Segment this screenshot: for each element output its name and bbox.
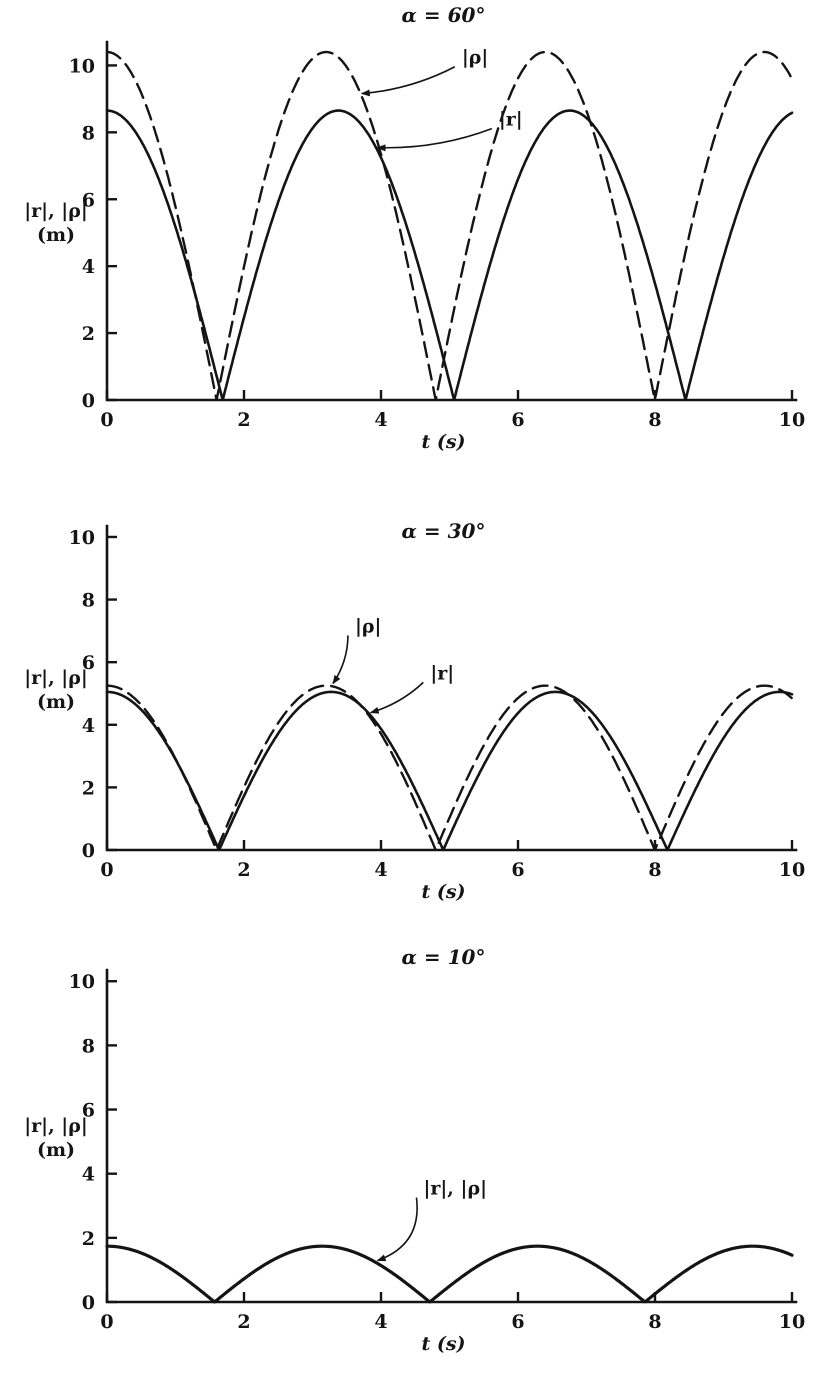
y-tick-label: 6 — [82, 1100, 95, 1122]
annotation-arrow — [369, 681, 424, 714]
x-tick-label: 0 — [100, 409, 113, 431]
x-tick-label: 8 — [648, 1311, 661, 1333]
y-axis-unit: (m) — [37, 1139, 75, 1161]
y-tick-label: 10 — [69, 55, 95, 77]
x-tick-label: 2 — [237, 409, 250, 431]
x-tick-label: 6 — [511, 409, 524, 431]
y-tick-label: 6 — [82, 189, 95, 211]
chart-alpha-30-svg: 0 2 4 6 8 10 0 2 4 6 8 10 α = 30° t (s) |r|, |ρ|(m) |ρ|… — [24, 519, 805, 903]
y-tick-label: 10 — [69, 527, 95, 549]
chart-title: α = 30° — [402, 519, 486, 543]
x-tick-label: 2 — [237, 1311, 250, 1333]
y-tick-label: 2 — [82, 323, 95, 345]
curve-label: |r|, |ρ| — [423, 1178, 487, 1200]
chart-alpha-60: 0 2 4 6 8 10 0 2 4 6 8 10 α = 60° t (s) |r|, |ρ| (m) |ρ|… — [0, 0, 825, 462]
x-tick-label: 8 — [648, 409, 661, 431]
x-tick-label: 0 — [100, 859, 113, 881]
x-tick-label: 4 — [374, 409, 387, 431]
x-tick-label: 6 — [511, 859, 524, 881]
y-tick-label: 0 — [82, 1292, 95, 1314]
y-tick-label: 2 — [82, 777, 95, 799]
x-tick-label: 0 — [100, 1311, 113, 1333]
chart-alpha-30: 0 2 4 6 8 10 0 2 4 6 8 10 α = 30° t (s) |r|, |ρ| (m) |ρ|… — [0, 462, 825, 924]
y-tick-label: 0 — [82, 840, 95, 862]
x-tick-label: 10 — [779, 859, 805, 881]
x-tick-label: 10 — [779, 1311, 805, 1333]
y-tick-label: 6 — [82, 652, 95, 674]
y-tick-label: 4 — [82, 256, 95, 278]
chart-alpha-60-svg: 0 2 4 6 8 10 0 2 4 6 8 10 α = 60° t (s) |r|, |ρ|(m) |ρ|… — [24, 3, 805, 453]
y-tick-label: 4 — [82, 715, 95, 737]
chart-alpha-10: 0 2 4 6 8 10 0 2 4 6 8 10 α = 10° t (s) |r|, |ρ| (m) |r|… — [0, 924, 825, 1386]
curve-label: |ρ| — [462, 47, 488, 69]
x-axis-label: t (s) — [421, 1333, 465, 1355]
annotation-arrow — [376, 127, 493, 152]
x-tick-label: 4 — [374, 859, 387, 881]
series-curve-1 — [105, 109, 794, 401]
y-tick-label: 2 — [82, 1228, 95, 1250]
x-tick-label: 4 — [374, 1311, 387, 1333]
annotation-arrow — [360, 66, 456, 97]
annotation-arrow — [376, 1197, 418, 1262]
x-axis-label: t (s) — [421, 431, 465, 453]
series-curve-0 — [105, 50, 794, 402]
series-curve-1 — [105, 690, 794, 852]
x-tick-label: 6 — [511, 1311, 524, 1333]
y-tick-label: 0 — [82, 390, 95, 412]
axes — [105, 524, 798, 852]
x-tick-label: 8 — [648, 859, 661, 881]
y-tick-label: 8 — [82, 1035, 95, 1057]
chart-title: α = 60° — [402, 3, 486, 27]
y-axis-unit: (m) — [37, 224, 75, 246]
axes — [105, 40, 798, 402]
y-axis-label: |r|, |ρ| — [24, 667, 88, 689]
annotation-arrow — [332, 635, 349, 685]
y-axis-label: |r|, |ρ| — [24, 1115, 88, 1137]
y-axis-unit: (m) — [37, 691, 75, 713]
y-axis-label: |r|, |ρ| — [24, 200, 88, 222]
chart-title: α = 10° — [402, 945, 486, 969]
y-tick-label: 8 — [82, 122, 95, 144]
x-tick-label: 2 — [237, 859, 250, 881]
x-axis-label: t (s) — [421, 881, 465, 903]
curve-label: |r| — [430, 662, 454, 684]
series-curve-0 — [105, 1244, 794, 1304]
y-tick-label: 8 — [82, 590, 95, 612]
series-curve-0 — [105, 684, 794, 852]
curve-label: |ρ| — [355, 615, 381, 637]
y-tick-label: 4 — [82, 1164, 95, 1186]
x-tick-label: 10 — [779, 409, 805, 431]
axes — [105, 968, 798, 1304]
curve-label: |r| — [499, 109, 523, 131]
y-tick-label: 10 — [69, 971, 95, 993]
